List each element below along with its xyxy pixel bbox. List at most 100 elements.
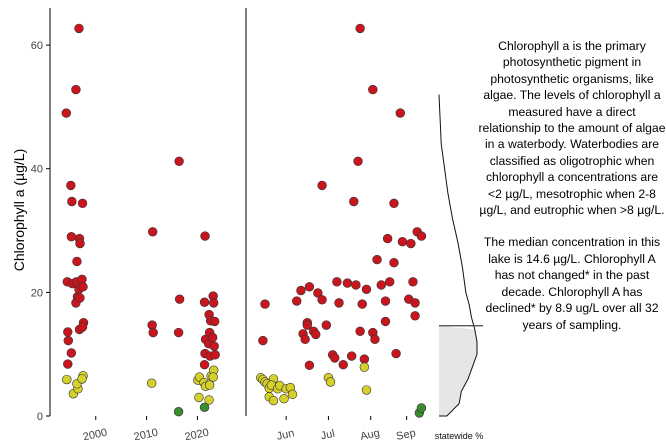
description-text: Chlorophyll a is the primary photosynthe… [478,39,666,218]
data-point [63,327,73,337]
data-point [148,327,158,338]
data-point [207,332,218,343]
data-point [342,278,353,288]
data-point [372,254,382,265]
data-point [385,277,395,287]
data-point [313,288,323,298]
data-point [147,227,158,237]
data-point [355,326,365,337]
data-point [355,23,365,34]
data-point [317,295,327,305]
data-point [321,320,332,330]
data-point [361,385,372,395]
data-point [304,360,315,371]
data-point [210,350,220,360]
data-point [332,277,342,287]
data-point [75,238,85,249]
statewide-density-curve [438,94,478,417]
data-point [77,374,87,384]
data-point [376,280,386,290]
statewide-below-median-area [439,325,477,416]
data-point [395,108,405,118]
summary-text: The median concentration in this lake is… [483,235,661,332]
data-point [317,180,327,191]
data-point [208,372,218,382]
data-point [304,282,315,292]
data-point [66,348,77,358]
data-point [370,334,380,345]
month-tick-label: Sep [395,427,417,440]
data-point [210,316,220,327]
data-point [61,108,71,118]
data-point [72,256,82,267]
data-point [361,284,372,294]
data-point [311,329,321,340]
data-point [296,285,306,296]
data-point [292,296,302,306]
data-point [397,236,408,247]
data-point [78,282,88,292]
data-point [146,378,157,388]
x-tick-label: 2010 [133,427,159,440]
data-point [359,362,370,372]
data-point [200,231,210,241]
data-point [74,23,84,34]
data-point [406,238,416,249]
data-point [77,198,88,209]
data-point [204,395,214,405]
data-point [199,297,210,307]
data-point [410,298,420,308]
data-point [359,354,370,364]
data-point [325,377,336,387]
data-point [71,84,81,95]
y-axis-label: Chlorophyll a (µg/L) [11,149,27,271]
data-point [382,233,393,244]
data-point [66,180,76,191]
data-point [391,348,401,359]
data-point [174,156,184,167]
data-point [77,322,88,332]
data-point [204,380,215,390]
data-point [287,389,298,400]
data-point [351,280,361,290]
data-point [63,335,74,346]
data-point [357,299,367,309]
data-point [75,293,85,303]
data-point [173,406,184,417]
description-panel: Chlorophyll a is the primary photosynthe… [478,38,666,333]
data-point [389,257,399,268]
y-tick-label: 40 [31,164,43,176]
data-point [300,334,310,345]
data-point [349,196,359,207]
data-point [346,351,357,361]
data-point [380,316,391,327]
data-point [368,84,378,95]
data-point [173,327,184,338]
data-point [268,395,279,406]
data-point [208,298,219,308]
data-point [258,335,268,346]
data-point [279,393,289,404]
month-tick-label: Jul [320,428,336,440]
data-point [330,353,340,363]
data-point [67,196,77,207]
data-point [199,359,210,370]
data-point [416,403,427,413]
data-point [353,156,363,167]
data-point [66,232,77,242]
data-point [416,231,427,241]
data-point [338,359,348,370]
data-point [410,311,420,321]
data-point [63,359,73,369]
data-point [174,294,185,304]
data-point [334,298,344,308]
data-point [62,374,72,385]
data-point [199,402,210,413]
month-tick-label: Jun [276,427,296,440]
data-point [302,320,312,330]
x-tick-label: 2000 [82,427,108,440]
data-point [194,392,204,403]
data-point [389,198,399,209]
y-tick-label: 0 [37,411,43,423]
